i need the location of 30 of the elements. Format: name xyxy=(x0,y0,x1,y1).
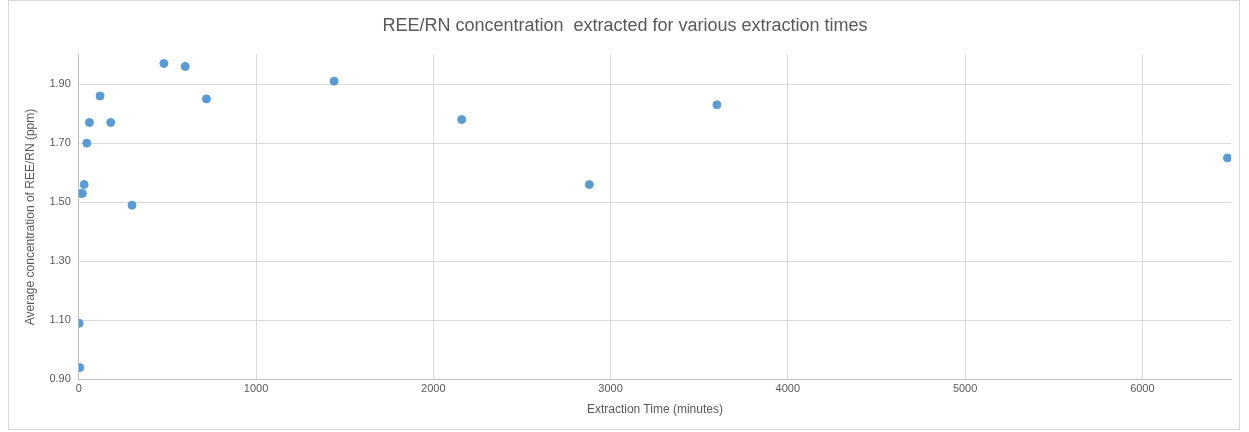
y-tick-label: 1.50 xyxy=(49,195,71,208)
chart-title: REE/RN concentration extracted for various extraction times xyxy=(382,14,868,35)
x-axis-title: Extraction Time (minutes) xyxy=(586,402,723,417)
x-tick-label: 0 xyxy=(75,382,82,395)
y-tick-label: 1.70 xyxy=(49,136,71,149)
x-tick-label: 1000 xyxy=(243,382,269,395)
x-tick-label: 3000 xyxy=(598,382,623,395)
y-tick-label: 1.90 xyxy=(49,77,71,90)
point xyxy=(106,118,116,128)
point xyxy=(201,94,211,104)
point xyxy=(1222,153,1231,163)
point xyxy=(127,200,137,210)
x-tick-label: 6000 xyxy=(1130,382,1155,395)
y-tick-label: 1.30 xyxy=(49,254,71,267)
y-axis-title: Average concentration of REE/RN (ppm) xyxy=(22,108,37,326)
x-tick-label: 2000 xyxy=(421,382,446,395)
point xyxy=(457,115,467,125)
y-tick-label: 0.90 xyxy=(49,372,71,385)
x-tick-label: 4000 xyxy=(775,382,801,395)
point xyxy=(712,100,722,110)
x-tick-label: 5000 xyxy=(952,382,978,395)
point xyxy=(79,180,89,190)
point xyxy=(82,138,92,148)
point xyxy=(180,61,190,71)
point xyxy=(329,76,339,86)
point xyxy=(95,91,105,101)
y-tick-label: 1.10 xyxy=(49,313,71,326)
point xyxy=(584,180,594,190)
point xyxy=(84,118,94,128)
point xyxy=(159,58,169,68)
